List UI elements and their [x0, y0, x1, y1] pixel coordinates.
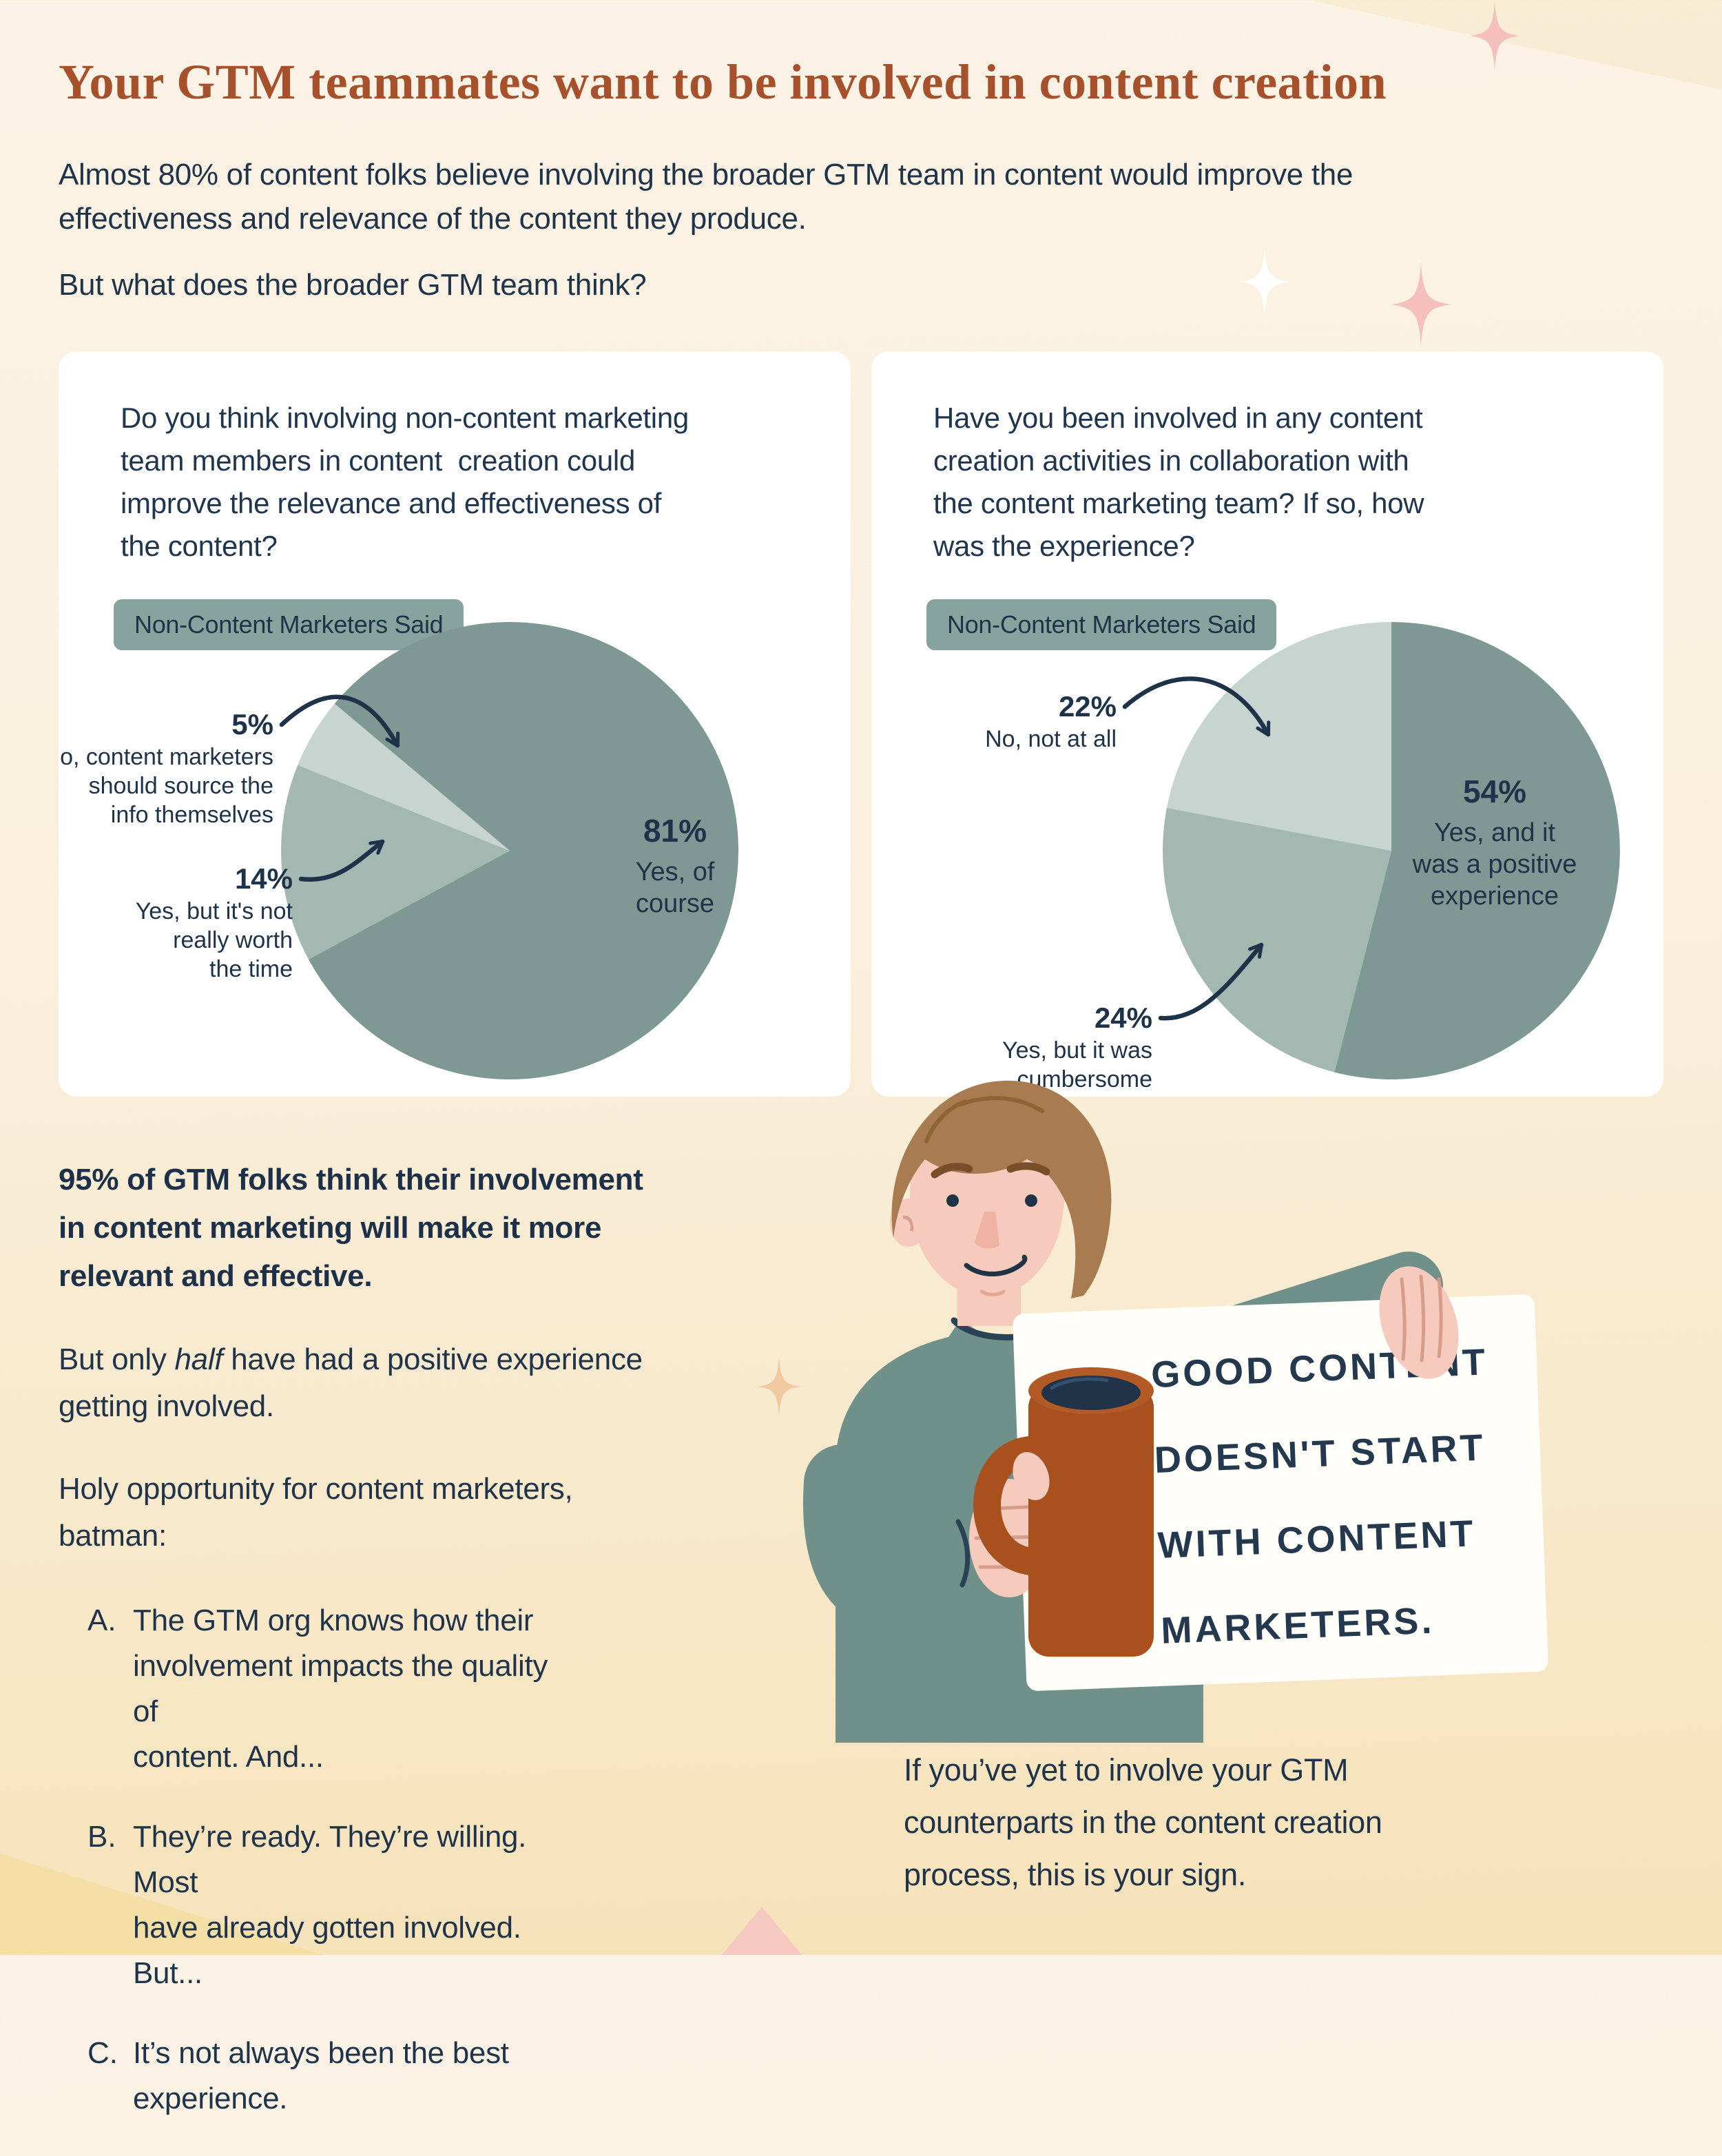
hand-on-sign — [1379, 1266, 1459, 1379]
pie-label: course — [636, 889, 714, 918]
pie-label: 54% — [1463, 774, 1526, 809]
eyebrow-right — [1006, 1162, 1050, 1176]
pie-label: experience — [1431, 882, 1559, 911]
intro-paragraph: Almost 80% of content folks believe invo… — [59, 158, 1353, 236]
survey-card-right: Have you been involved in any content cr… — [871, 351, 1663, 1097]
forearm — [803, 1444, 1021, 1632]
hair — [891, 1080, 1112, 1298]
list-text: It’s not always been the best experience… — [133, 2036, 509, 2115]
list-item-c: C. It’s not always been the best experie… — [59, 2031, 734, 2122]
list-letter: C. — [87, 2036, 118, 2070]
pie-slice: 22% No, not at all — [1166, 622, 1391, 851]
chin-line — [979, 1289, 1006, 1296]
insight-opportunity: Holy opportunity for content marketers, … — [59, 1472, 573, 1553]
hair-strand — [959, 1096, 1044, 1113]
finger-line — [1419, 1274, 1426, 1362]
list-item-b: B. They’re ready. They’re willing. Most … — [59, 1814, 734, 1996]
page-title: Your GTM teammates want to be involved i… — [59, 54, 1387, 110]
ear-line — [902, 1215, 914, 1232]
nose — [975, 1212, 999, 1249]
mouth — [964, 1254, 1028, 1276]
pie-callout-pct: 14% — [235, 862, 293, 895]
pie-slice: 54% Yes, and it was a positive experienc… — [1334, 622, 1620, 1079]
sparkle-icon — [758, 1354, 800, 1420]
pie-slice: 24% Yes, but it was cumbersome — [1163, 807, 1391, 1072]
insight-list: A. The GTM org knows how their involveme… — [59, 1598, 734, 2122]
insight-half: But only half have had a positive experi… — [59, 1336, 734, 1430]
coffee-glint — [1050, 1377, 1109, 1390]
mug-handle — [973, 1436, 1045, 1575]
pie-callout-pct: 24% — [1095, 1002, 1152, 1034]
sparkle-icon — [1391, 260, 1451, 349]
pie-callout-label: info themselves — [111, 802, 273, 828]
survey-card-left: Do you think involving non-content marke… — [59, 351, 851, 1097]
mug — [1028, 1387, 1154, 1657]
intro-question: But what does the broader GTM team think… — [59, 268, 647, 302]
survey-question: Have you been involved in any content cr… — [933, 402, 1424, 562]
pie-label: Yes, and it — [1434, 818, 1556, 847]
closing-paragraph: If you’ve yet to involve your GTM counte… — [904, 1752, 1382, 1892]
man-illustration: GOOD CONTENT DOESN'T START WITH CONTENT … — [754, 1064, 1670, 1743]
pie-callout-label: really worth — [173, 927, 293, 953]
insight-headline: 95% of GTM folks think their involvement… — [59, 1163, 643, 1293]
eyebrow-left — [931, 1163, 973, 1179]
bg-pink-triangle — [722, 1907, 802, 1955]
sparkle-icon — [1240, 241, 1289, 322]
survey-cards-row: Do you think involving non-content marke… — [59, 351, 1663, 1097]
pie-callout-label: should source the — [89, 773, 273, 799]
man-illustration-front — [803, 1266, 1459, 1657]
pie-slice: 14% Yes, but it's not really worth the t… — [281, 765, 510, 960]
survey-question: Do you think involving non-content marke… — [121, 402, 689, 562]
respondent-badge: Non-Content Marketers Said — [926, 599, 1277, 650]
thumb — [1013, 1452, 1050, 1500]
insight-half-post: have had a positive experience getting i… — [59, 1343, 643, 1423]
callout-arrow — [279, 694, 400, 748]
pie-label: was a positive — [1412, 850, 1577, 879]
eye-right — [1025, 1194, 1037, 1207]
pie-callout-label: Yes, but it was — [1002, 1037, 1152, 1064]
finger-line — [1437, 1277, 1443, 1358]
callout-arrow — [1158, 942, 1264, 1021]
pie-slice: 81% Yes, of course — [309, 621, 739, 1079]
list-text: They’re ready. They’re willing. Most hav… — [133, 1820, 527, 1990]
hair-strand — [924, 1099, 967, 1143]
cuff-line — [955, 1519, 971, 1588]
eye-left — [946, 1194, 959, 1207]
pie-label: Yes, of — [636, 858, 715, 887]
insight-half-pre: But only — [59, 1343, 175, 1376]
insights-column: 95% of GTM folks think their involvement… — [59, 1156, 734, 2156]
pie-callout-label: the time — [209, 956, 293, 982]
finger-line — [1400, 1277, 1407, 1361]
pie-callout-label: No, content marketers — [59, 744, 273, 770]
list-letter: A. — [87, 1604, 116, 1637]
list-text: The GTM org knows how their involvement … — [133, 1604, 548, 1774]
list-item-a: A. The GTM org knows how their involveme… — [59, 1598, 734, 1780]
pie-callout-label: No, not at all — [985, 726, 1117, 752]
callout-arrow — [1122, 676, 1271, 737]
callout-arrow — [298, 839, 385, 882]
insight-half-italic: half — [174, 1343, 223, 1376]
pie-callout-pct: 5% — [231, 708, 273, 740]
pie-slice: 5% No, content marketers should source t… — [298, 703, 510, 851]
respondent-badge: Non-Content Marketers Said — [114, 599, 464, 650]
pie-label: 81% — [643, 813, 707, 849]
pie-callout-pct: 22% — [1059, 690, 1117, 723]
pie-callout-label: Yes, but it's not — [136, 898, 293, 924]
sparkle-icon — [1467, 1, 1522, 70]
coffee — [1041, 1376, 1141, 1410]
list-letter: B. — [87, 1820, 116, 1854]
